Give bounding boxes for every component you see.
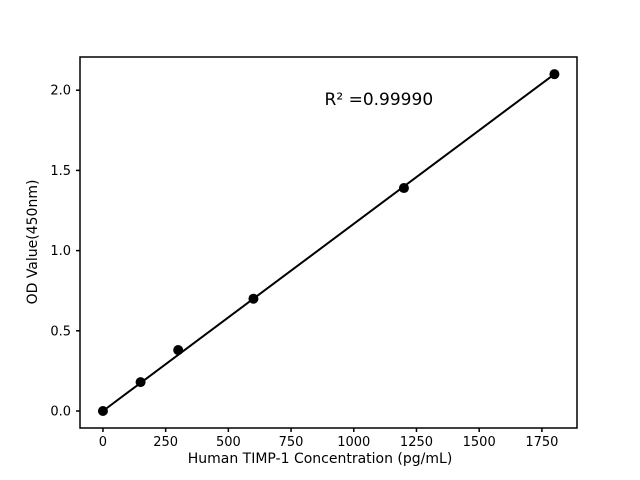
- data-point: [173, 345, 184, 356]
- r-squared-annotation: R² =0.99990: [324, 89, 434, 110]
- y-tick-label: 1.0: [50, 244, 71, 259]
- x-tick-label: 250: [153, 435, 178, 450]
- data-point: [248, 293, 259, 304]
- x-axis-label: Human TIMP-1 Concentration (pg/mL): [187, 451, 453, 467]
- y-tick-label: 1.5: [50, 164, 71, 179]
- y-tick-label: 0.0: [50, 404, 71, 419]
- data-point: [97, 405, 108, 416]
- data-point: [398, 183, 409, 194]
- data-point: [549, 69, 560, 80]
- x-tick-label: 1000: [337, 435, 370, 450]
- x-tick-label: 750: [279, 435, 304, 450]
- x-tick-label: 1250: [400, 435, 433, 450]
- x-tick-label: 1750: [525, 435, 558, 450]
- x-tick-label: 0: [99, 435, 107, 450]
- y-axis-label: OD Value(450nm): [25, 179, 41, 305]
- x-tick-label: 500: [216, 435, 241, 450]
- y-tick-label: 0.5: [50, 324, 71, 339]
- y-tick-label: 2.0: [50, 84, 71, 99]
- data-point: [135, 377, 146, 388]
- x-tick-label: 1500: [463, 435, 496, 450]
